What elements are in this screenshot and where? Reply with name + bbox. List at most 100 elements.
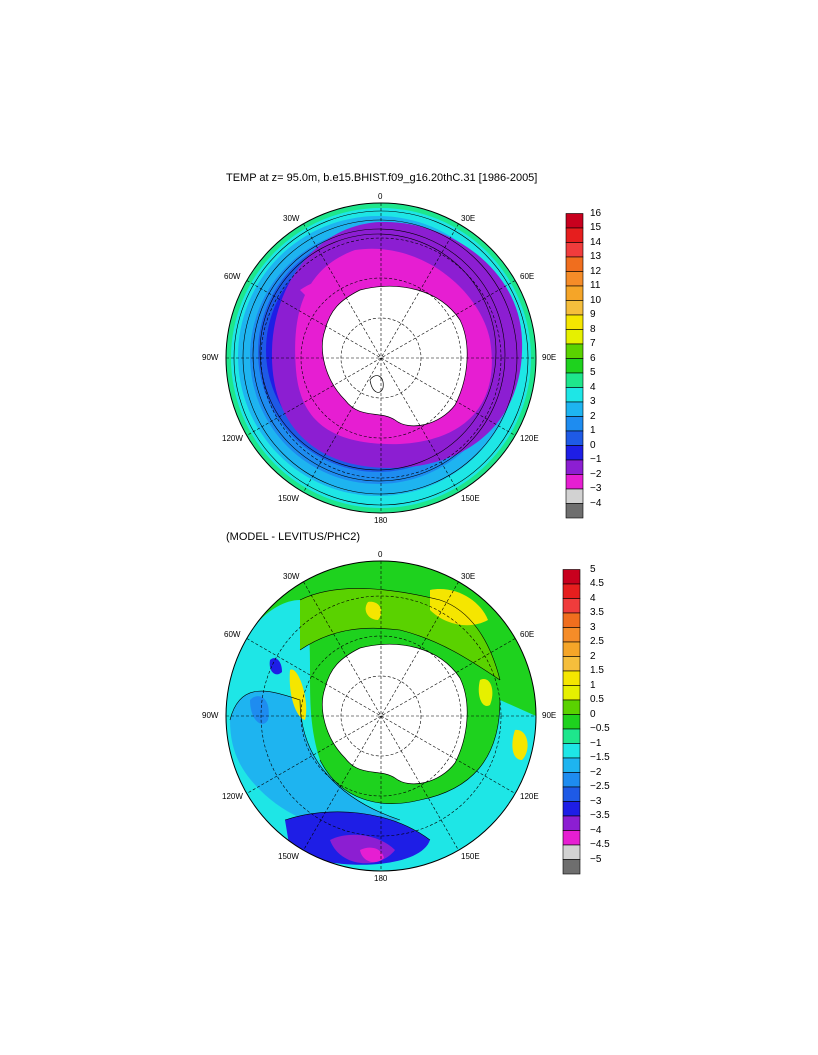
colorbar_bottom-label: −2 xyxy=(590,766,602,778)
top-map-title: TEMP at z= 95.0m, b.e15.BHIST.f09_g16.20… xyxy=(226,172,538,184)
temperature-colorbar xyxy=(565,213,584,519)
colorbar_top-swatch xyxy=(565,271,584,287)
difference-colorbar xyxy=(562,569,581,875)
colorbar_top-swatch xyxy=(565,503,584,519)
colorbar_top-label: 14 xyxy=(590,236,602,248)
colorbar_top-swatch xyxy=(565,459,584,475)
top-lon-label-0: 0 xyxy=(378,192,383,201)
colorbar_top-label: 15 xyxy=(590,222,602,233)
colorbar_bottom-label: 3 xyxy=(590,621,596,633)
colorbar_top-swatch xyxy=(565,358,584,374)
bottom-lon-label-90e: 90E xyxy=(542,711,557,720)
top-lon-label-30e: 30E xyxy=(461,214,476,223)
bottom-lon-label-180: 180 xyxy=(374,874,388,883)
colorbar_bottom-swatch xyxy=(562,612,581,628)
top-lon-label-60w: 60W xyxy=(224,272,241,281)
colorbar_top-label: 12 xyxy=(590,265,602,277)
top-lon-label-30w: 30W xyxy=(283,214,300,223)
colorbar_top-swatch xyxy=(565,285,584,301)
colorbar_bottom-swatch xyxy=(562,670,581,686)
colorbar_bottom-label: 1 xyxy=(590,679,596,691)
temperature-polar-map xyxy=(225,202,537,514)
colorbar_bottom-swatch xyxy=(562,743,581,759)
colorbar_bottom-swatch xyxy=(562,656,581,672)
colorbar_top-swatch xyxy=(565,300,584,316)
colorbar_top-swatch xyxy=(565,445,584,461)
top-lon-label-120w: 120W xyxy=(222,434,243,443)
colorbar_bottom-label: 4 xyxy=(590,592,596,604)
colorbar_bottom-swatch xyxy=(562,815,581,831)
bottom-lon-label-150e: 150E xyxy=(461,852,480,861)
colorbar_top-label: 13 xyxy=(590,251,602,262)
bottom-map-title: (MODEL - LEVITUS/PHC2) xyxy=(226,531,361,543)
colorbar_bottom-label: −1 xyxy=(590,737,602,749)
colorbar_top-label: 8 xyxy=(590,323,596,335)
colorbar_top-label: 6 xyxy=(590,352,596,364)
colorbar_bottom-label: −2.5 xyxy=(590,781,610,792)
colorbar_top-swatch xyxy=(565,430,584,446)
colorbar_bottom-swatch xyxy=(562,786,581,802)
colorbar_bottom-label: 2.5 xyxy=(590,636,604,647)
colorbar_top-label: 7 xyxy=(590,338,596,349)
colorbar_top-label: 16 xyxy=(590,207,602,219)
colorbar_bottom-label: −3.5 xyxy=(590,810,610,821)
colorbar_bottom-swatch xyxy=(562,714,581,730)
colorbar_top-label: 1 xyxy=(590,425,596,436)
top-lon-label-120e: 120E xyxy=(520,434,539,443)
colorbar_top-swatch xyxy=(565,343,584,359)
bottom-lon-label-0: 0 xyxy=(378,550,383,559)
colorbar_top-label: −3 xyxy=(590,483,602,494)
colorbar_bottom-swatch xyxy=(562,844,581,860)
colorbar_top-swatch xyxy=(565,242,584,258)
colorbar_bottom-swatch xyxy=(562,699,581,715)
colorbar_top-label: 2 xyxy=(590,410,596,422)
colorbar_bottom-label: −5 xyxy=(590,853,602,865)
bottom-lon-label-120e: 120E xyxy=(520,792,539,801)
colorbar_top-swatch xyxy=(565,227,584,243)
colorbar_top-label: 9 xyxy=(590,309,596,320)
colorbar_top-label: 3 xyxy=(590,396,596,407)
colorbar_top-swatch xyxy=(565,416,584,432)
top-lon-label-90e: 90E xyxy=(542,353,557,362)
colorbar_top-label: −2 xyxy=(590,468,602,480)
colorbar_bottom-label: −1.5 xyxy=(590,752,610,763)
colorbar_bottom-swatch xyxy=(562,757,581,773)
colorbar_bottom-swatch xyxy=(562,641,581,657)
colorbar_top-swatch xyxy=(565,256,584,272)
colorbar_bottom-swatch xyxy=(562,583,581,599)
colorbar_bottom-swatch xyxy=(562,801,581,817)
bottom-lon-label-120w: 120W xyxy=(222,792,243,801)
colorbar_bottom-swatch xyxy=(562,685,581,701)
colorbar_bottom-swatch xyxy=(562,627,581,643)
difference-polar-map xyxy=(225,560,537,872)
colorbar_bottom-swatch xyxy=(562,859,581,875)
colorbar_bottom-label: 5 xyxy=(590,563,596,575)
colorbar_top-label: 11 xyxy=(590,280,601,291)
colorbar_bottom-label: −3 xyxy=(590,795,602,807)
bottom-lon-label-30w: 30W xyxy=(283,572,300,581)
colorbar_top-label: 4 xyxy=(590,381,596,393)
colorbar_bottom-label: 0.5 xyxy=(590,694,604,705)
colorbar_top-swatch xyxy=(565,329,584,345)
colorbar_top-swatch xyxy=(565,213,584,229)
colorbar_top-swatch xyxy=(565,314,584,330)
colorbar_top-swatch xyxy=(565,387,584,403)
bottom-lon-label-60w: 60W xyxy=(224,630,241,639)
colorbar_top-swatch xyxy=(565,474,584,490)
colorbar_top-label: 5 xyxy=(590,367,596,378)
bottom-lon-label-30e: 30E xyxy=(461,572,476,581)
colorbar_bottom-label: 3.5 xyxy=(590,607,604,618)
bottom-lon-label-150w: 150W xyxy=(278,852,299,861)
top-lon-label-180: 180 xyxy=(374,516,388,525)
top-lon-label-150w: 150W xyxy=(278,494,299,503)
bottom-lon-label-60e: 60E xyxy=(520,630,535,639)
colorbar_bottom-label: −4.5 xyxy=(590,839,610,850)
colorbar_bottom-label: 4.5 xyxy=(590,578,604,589)
top-lon-label-90w: 90W xyxy=(202,353,219,362)
colorbar_bottom-swatch xyxy=(562,598,581,614)
colorbar_top-label: 10 xyxy=(590,294,602,306)
colorbar_bottom-label: 1.5 xyxy=(590,665,604,676)
colorbar_bottom-label: −4 xyxy=(590,824,602,836)
colorbar_bottom-swatch xyxy=(562,772,581,788)
